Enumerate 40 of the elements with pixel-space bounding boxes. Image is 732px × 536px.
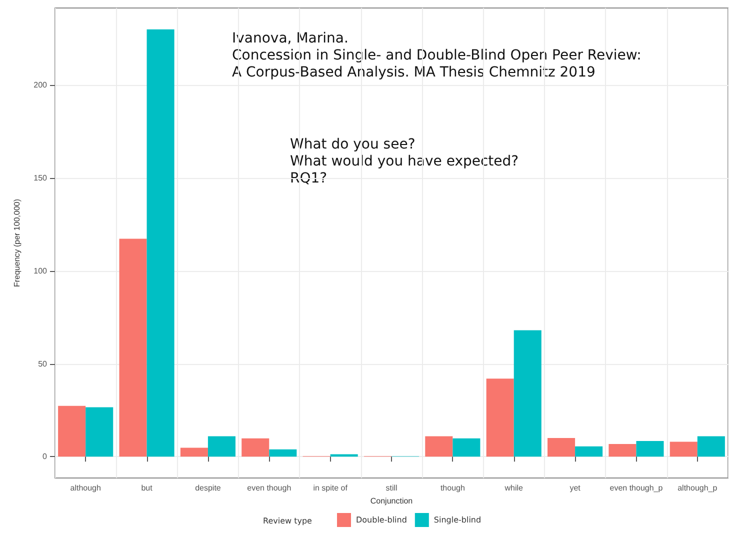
- x-tick-label: even though: [247, 484, 292, 492]
- bar: [548, 438, 576, 457]
- x-tick-label: although_p: [678, 484, 718, 492]
- x-tick-label: still: [386, 484, 398, 492]
- y-tick-label: 150: [34, 173, 48, 182]
- bar: [208, 436, 236, 457]
- bar: [330, 454, 358, 457]
- y-tick-label: 100: [34, 266, 48, 276]
- x-tick-label: in spite of: [313, 484, 348, 492]
- bar: [452, 438, 480, 457]
- legend-title: Review type: [263, 516, 312, 526]
- x-tick-label: despite: [195, 484, 222, 492]
- x-tick-label: yet: [570, 484, 582, 492]
- x-tick-label: while: [504, 484, 524, 492]
- bar: [514, 330, 542, 457]
- bar: [425, 436, 453, 457]
- x-tick-label: although: [70, 484, 101, 492]
- bar: [269, 449, 297, 457]
- legend-label: Single-blind: [434, 516, 482, 524]
- bar: [575, 446, 603, 457]
- bar: [58, 406, 86, 457]
- bar: [146, 29, 174, 457]
- bar: [608, 444, 636, 457]
- bar: [636, 441, 664, 457]
- y-tick-label: 50: [38, 359, 48, 368]
- bar: [670, 442, 698, 457]
- bar: [180, 448, 208, 457]
- bar: [697, 436, 725, 457]
- x-tick-label: but: [141, 484, 154, 492]
- bar: [486, 378, 514, 457]
- x-axis-title: Conjunction: [370, 496, 413, 506]
- x-tick-label: though: [440, 484, 465, 492]
- bar: [86, 407, 114, 457]
- y-tick-label: 0: [42, 452, 48, 462]
- x-tick-label: even though_p: [610, 484, 664, 492]
- legend-label: Double-blind: [356, 516, 407, 524]
- y-tick-label: 200: [34, 80, 48, 90]
- bar: [119, 238, 147, 457]
- bar: [242, 438, 270, 457]
- y-axis-title: Frequency (per 100,000): [12, 198, 22, 288]
